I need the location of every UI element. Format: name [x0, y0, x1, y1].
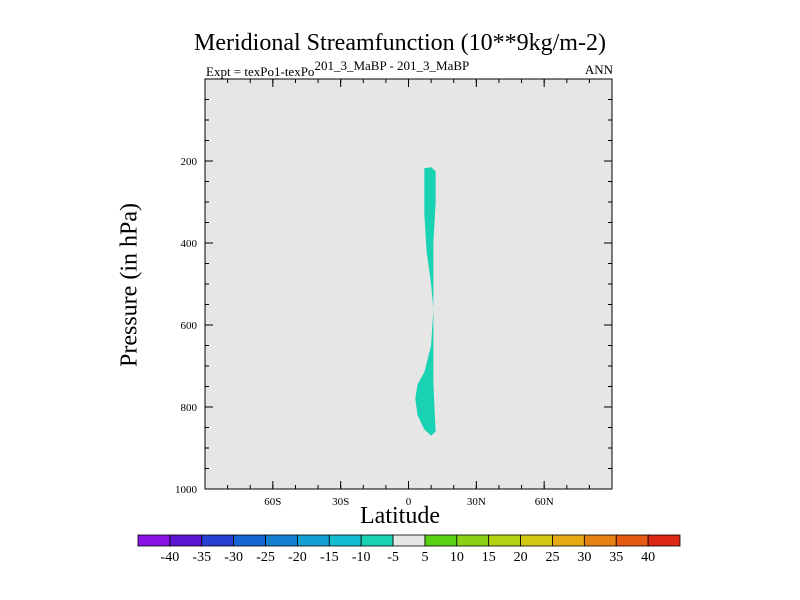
- x-tick-label: 0: [406, 496, 412, 508]
- experiment-prefix: Expt = texPo1-texPo: [206, 64, 315, 79]
- x-tick-label: 30N: [467, 496, 486, 508]
- axis-ticks: 60S 30S 0 30N 60N 200 400 600 800 1000: [175, 79, 613, 508]
- colorbar-label: 35: [609, 550, 623, 565]
- colorbar-box: [169, 534, 203, 547]
- y-tick-label: 600: [181, 320, 198, 332]
- colorbar-box: [615, 534, 649, 547]
- season-label: ANN: [584, 62, 613, 77]
- colorbar-box: [233, 534, 266, 547]
- colorbar-box: [647, 534, 681, 547]
- colorbar-box: [583, 534, 617, 547]
- colorbar-label: 10: [450, 550, 464, 565]
- colorbar-box: [456, 534, 490, 547]
- colorbar: -40 -35 -30 -25 -20 -15 -10 -5 5 10 15 20 25 30 35 40: [137, 534, 681, 565]
- x-tick-label: 60N: [535, 496, 554, 508]
- experiment-suffix: 201_3_MaBP - 201_3_MaBP: [314, 58, 470, 73]
- colorbar-box: [360, 534, 394, 547]
- colorbar-box: [424, 534, 458, 547]
- colorbar-label: -30: [224, 550, 243, 565]
- colorbar-label: -5: [387, 550, 399, 565]
- colorbar-box: [520, 534, 553, 547]
- colorbar-label: 5: [421, 550, 428, 565]
- y-tick-label: 800: [181, 402, 198, 414]
- colorbar-label: -35: [192, 550, 211, 565]
- colorbar-label: 25: [545, 550, 559, 565]
- chart-title: Meridional Streamfunction (10**9kg/m-2): [194, 30, 606, 56]
- colorbar-box: [392, 534, 426, 547]
- colorbar-box: [201, 534, 235, 547]
- colorbar-label: -40: [161, 550, 180, 565]
- y-tick-label: 200: [181, 156, 198, 168]
- y-tick-label: 1000: [175, 484, 198, 496]
- colorbar-box: [328, 534, 362, 547]
- x-axis-label: Latitude: [360, 503, 440, 529]
- y-tick-label: 400: [181, 238, 198, 250]
- colorbar-label: 15: [482, 550, 496, 565]
- colorbar-box: [297, 534, 330, 547]
- x-tick-label: 60S: [264, 496, 281, 508]
- colorbar-label: -20: [288, 550, 307, 565]
- colorbar-label: 20: [514, 550, 528, 565]
- x-tick-label: 30S: [332, 496, 349, 508]
- experiment-label: Expt = texPo1-texPo201_3_MaBP - 201_3_Ma…: [206, 58, 469, 80]
- colorbar-box: [265, 534, 298, 547]
- colorbar-label: 30: [577, 550, 591, 565]
- colorbar-label: -15: [320, 550, 339, 565]
- colorbar-label: -10: [352, 550, 371, 565]
- contour-region-neg10-neg5: [415, 167, 436, 436]
- colorbar-box: [488, 534, 521, 547]
- plot-background: [205, 79, 612, 489]
- colorbar-label: 40: [641, 550, 655, 565]
- colorbar-box: [552, 534, 585, 547]
- colorbar-box: [137, 534, 171, 547]
- colorbar-label: -25: [256, 550, 275, 565]
